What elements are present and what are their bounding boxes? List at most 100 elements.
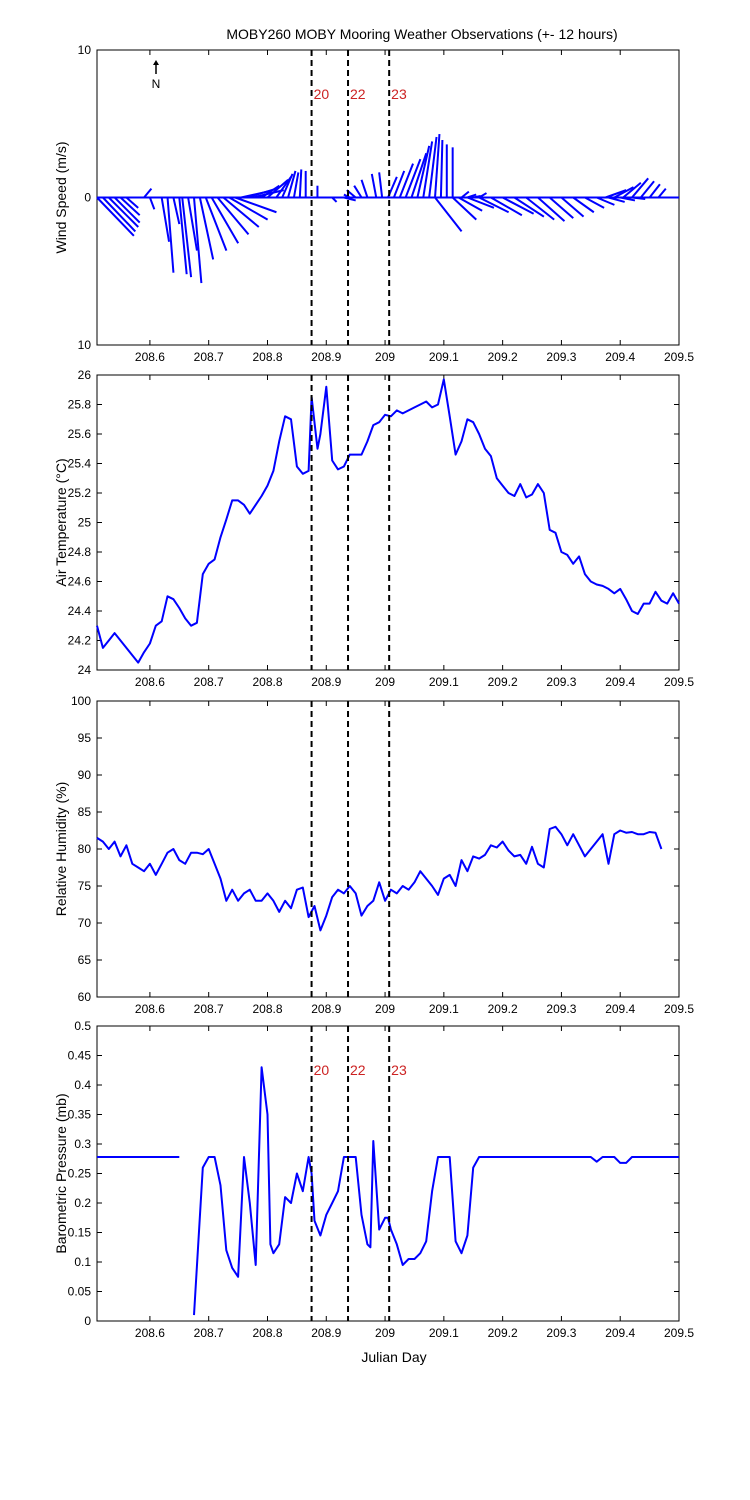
airtemp-ytick-label: 25.6: [68, 427, 92, 441]
humidity-ytick-label: 65: [78, 953, 92, 967]
wind-vector: [608, 196, 625, 203]
airtemp-ytick-label: 25.2: [68, 486, 92, 500]
wind-vector: [622, 181, 642, 199]
wind-xtick-label: 209: [375, 350, 395, 364]
wind-vector: [572, 196, 595, 214]
wind-xtick-label: 209.2: [488, 350, 518, 364]
pressure-event-label: 23: [391, 1062, 407, 1078]
wind-vector: [451, 196, 477, 221]
wind-vector: [640, 180, 655, 199]
humidity-y-axis-label: Relative Humidity (%): [53, 782, 69, 917]
pressure-ytick-label: 0.3: [74, 1137, 91, 1151]
wind-event-label: 23: [391, 86, 407, 102]
pressure-xtick-label: 209.4: [605, 1326, 635, 1340]
wind-vector: [392, 170, 406, 198]
wind-vector: [204, 197, 228, 251]
wind-vector: [657, 188, 667, 199]
humidity-xtick-label: 209: [375, 1002, 395, 1016]
wind-vector: [360, 179, 369, 198]
airtemp-series-line: [96, 378, 680, 664]
wind-ytick-label: 10: [78, 43, 92, 57]
wind-vector: [434, 134, 441, 198]
wind-vector: [428, 136, 438, 198]
humidity-ytick-label: 60: [78, 990, 92, 1004]
north-label: N: [152, 77, 161, 91]
wind-xtick-label: 209.3: [546, 350, 576, 364]
airtemp-ytick-label: 24.8: [68, 545, 92, 559]
wind-xtick-label: 208.9: [311, 350, 341, 364]
wind-event-label: 22: [350, 86, 366, 102]
pressure-ytick-label: 0.5: [74, 1019, 91, 1033]
wind-vector: [537, 196, 566, 222]
pressure-ytick-label: 0.45: [68, 1049, 92, 1063]
pressure-event-label: 22: [350, 1062, 366, 1078]
wind-vector: [490, 196, 523, 217]
wind-vector: [560, 196, 585, 218]
wind-vector: [113, 196, 141, 224]
humidity-ytick-label: 85: [78, 805, 92, 819]
wind-vector: [298, 169, 303, 198]
wind-vector: [343, 196, 356, 202]
humidity-ytick-label: 70: [78, 916, 92, 930]
wind-vector: [525, 196, 555, 221]
humidity-xtick-label: 208.6: [135, 1002, 165, 1016]
pressure-xtick-label: 209.3: [546, 1326, 576, 1340]
wind-vector: [458, 196, 483, 212]
airtemp-xtick-label: 209.2: [488, 675, 518, 689]
wind-vector: [266, 179, 289, 199]
north-arrow-head-icon: [153, 60, 159, 65]
wind-vector: [187, 197, 198, 251]
wind-vector: [620, 196, 636, 202]
wind-vector: [166, 197, 175, 273]
airtemp-y-axis-label: Air Temperature (°C): [53, 458, 69, 586]
airtemp-ytick-label: 24.6: [68, 575, 92, 589]
wind-vector: [172, 197, 181, 225]
humidity-xtick-label: 209.1: [429, 1002, 459, 1016]
pressure-panel: 0 0.05 0.1 0.15 0.2 0.25 0.3 0.35 0.4 0.45 0.5 208.…: [53, 1019, 694, 1340]
wind-vector: [502, 196, 535, 215]
wind-vector: [261, 184, 280, 199]
wind-ytick-label: 0: [84, 191, 91, 205]
wind-vector: [281, 173, 294, 198]
wind-vector: [378, 172, 384, 198]
wind-vector: [292, 172, 300, 198]
airtemp-ytick-label: 25.8: [68, 398, 92, 412]
humidity-ytick-label: 75: [78, 879, 92, 893]
humidity-xtick-label: 208.9: [311, 1002, 341, 1016]
pressure-xtick-label: 208.9: [311, 1326, 341, 1340]
airtemp-ytick-label: 25.4: [68, 457, 92, 471]
humidity-panel: 60 65 70 75 80 85 90 95 100 208.6 208.7 208.8 208.9 2…: [53, 694, 694, 1016]
airtemp-xtick-label: 208.8: [252, 675, 282, 689]
wind-vector: [102, 196, 137, 233]
wind-vector: [210, 196, 240, 244]
wind-vector: [422, 141, 434, 198]
wind-vector: [613, 186, 634, 199]
wind-vector: [148, 197, 156, 210]
pressure-xtick-label: 209.2: [488, 1326, 518, 1340]
humidity-xtick-label: 209.4: [605, 1002, 635, 1016]
pressure-xtick-label: 208.6: [135, 1326, 165, 1340]
airtemp-xtick-label: 208.9: [311, 675, 341, 689]
humidity-xtick-label: 208.7: [194, 1002, 224, 1016]
humidity-xtick-label: 209.2: [488, 1002, 518, 1016]
wind-vector: [631, 177, 649, 199]
wind-vector: [193, 197, 203, 284]
wind-xtick-label: 209.4: [605, 350, 635, 364]
wind-vector: [434, 196, 463, 233]
wind-vector: [478, 192, 488, 199]
wind-vector: [160, 197, 171, 242]
wind-vector: [228, 196, 269, 221]
figure-title: MOBY260 MOBY Mooring Weather Observation…: [226, 26, 617, 42]
wind-vector: [234, 196, 277, 214]
airtemp-ytick-label: 24.4: [68, 604, 92, 618]
humidity-xtick-label: 208.8: [252, 1002, 282, 1016]
humidity-xtick-label: 209.3: [546, 1002, 576, 1016]
airtemp-xtick-label: 209.1: [429, 675, 459, 689]
humidity-ytick-label: 80: [78, 842, 92, 856]
wind-vector: [353, 185, 363, 199]
pressure-ytick-label: 0.4: [74, 1078, 91, 1092]
wind-vector: [331, 196, 338, 203]
wind-vector: [439, 139, 444, 198]
pressure-ytick-label: 0.2: [74, 1196, 91, 1210]
wind-y-axis-label: Wind Speed (m/s): [53, 141, 69, 253]
